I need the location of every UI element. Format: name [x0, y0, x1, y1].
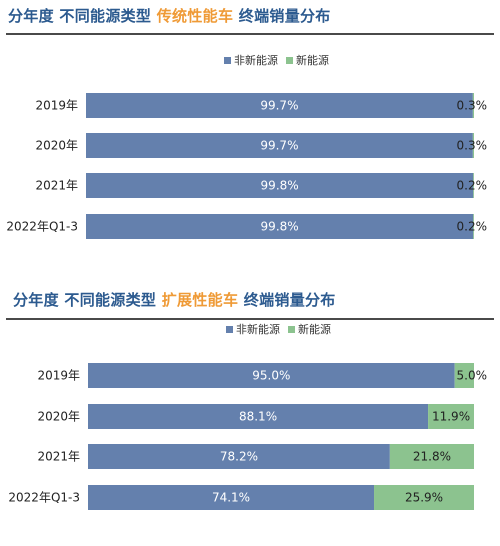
- title-divider: [6, 318, 494, 320]
- data-label: 0.3%: [457, 99, 488, 113]
- bar-segment: [88, 404, 429, 429]
- category-label: 2021年: [35, 179, 78, 193]
- legend: 非新能源 新能源: [226, 322, 331, 336]
- bar-segment: [428, 404, 474, 429]
- data-label: 25.9%: [405, 491, 443, 505]
- bar-segment: [86, 133, 473, 158]
- legend: 非新能源 新能源: [224, 53, 329, 67]
- category-label: 2021年: [37, 450, 80, 464]
- category-label: 2022年Q1-3: [6, 220, 78, 234]
- data-label: 99.7%: [260, 99, 298, 113]
- chart-panel-extended: 分年度 不同能源类型 扩展性能车 终端销量分布 非新能源 新能源 2019年 95.0…: [0, 282, 500, 546]
- category-label: 2019年: [37, 369, 80, 383]
- data-label: 11.9%: [432, 410, 470, 424]
- title-prefix: 分年度 不同能源类型: [13, 291, 162, 309]
- data-label: 95.0%: [252, 369, 290, 383]
- title-highlight: 扩展性能车: [161, 291, 239, 309]
- bar-segment: [88, 485, 375, 510]
- data-label: 21.8%: [413, 450, 451, 464]
- legend-swatch: [286, 57, 293, 64]
- data-label: 0.3%: [457, 139, 488, 153]
- data-label: 99.8%: [261, 220, 299, 234]
- data-label: 0.2%: [457, 179, 488, 193]
- bar-segment: [374, 485, 474, 510]
- stacked-bar-chart-extended: 非新能源 新能源 2019年 95.0% 5.0% 2020年 88.1% 11.9% 2021…: [8, 322, 488, 510]
- legend-swatch: [224, 57, 231, 64]
- title-suffix: 终端销量分布: [238, 291, 336, 309]
- bar-segment: [473, 214, 474, 239]
- data-label: 99.8%: [261, 179, 299, 193]
- bar-segment: [88, 363, 455, 388]
- data-label: 88.1%: [239, 410, 277, 424]
- legend-swatch: [226, 326, 233, 333]
- legend-label: 新能源: [298, 322, 331, 336]
- data-label: 99.7%: [260, 139, 298, 153]
- data-label: 78.2%: [220, 450, 258, 464]
- title-prefix: 分年度 不同能源类型: [8, 7, 157, 25]
- bar-segment: [472, 133, 474, 158]
- chart-title-extended: 分年度 不同能源类型 扩展性能车 终端销量分布: [13, 289, 336, 310]
- bar-segment: [86, 93, 473, 118]
- bar-segment: [86, 214, 474, 239]
- legend-label: 非新能源: [236, 322, 280, 336]
- data-label: 5.0%: [457, 369, 488, 383]
- chart-panel-traditional: 分年度 不同能源类型 传统性能车 终端销量分布 非新能源 新能源 2019年 99.7…: [6, 5, 494, 239]
- category-label: 2022年Q1-3: [8, 491, 80, 505]
- title-divider: [6, 33, 494, 35]
- title-highlight: 传统性能车: [156, 7, 234, 25]
- bar-segment: [389, 444, 474, 469]
- chart-title-traditional: 分年度 不同能源类型 传统性能车 终端销量分布: [8, 5, 331, 26]
- bar-segment: [88, 444, 390, 469]
- legend-label: 新能源: [296, 53, 329, 67]
- category-label: 2020年: [37, 410, 80, 424]
- legend-label: 非新能源: [234, 53, 278, 67]
- data-label: 74.1%: [212, 491, 250, 505]
- title-suffix: 终端销量分布: [233, 7, 331, 25]
- category-label: 2019年: [35, 99, 78, 113]
- data-label: 0.2%: [457, 220, 488, 234]
- stacked-bar-chart-traditional: 非新能源 新能源 2019年 99.7% 0.3% 2020年 99.7% 0.3% 2021年…: [6, 53, 488, 239]
- bar-segment: [472, 93, 474, 118]
- bar-segment: [86, 173, 474, 198]
- legend-swatch: [288, 326, 295, 333]
- category-label: 2020年: [35, 139, 78, 153]
- bar-segment: [454, 363, 474, 388]
- bar-segment: [473, 173, 474, 198]
